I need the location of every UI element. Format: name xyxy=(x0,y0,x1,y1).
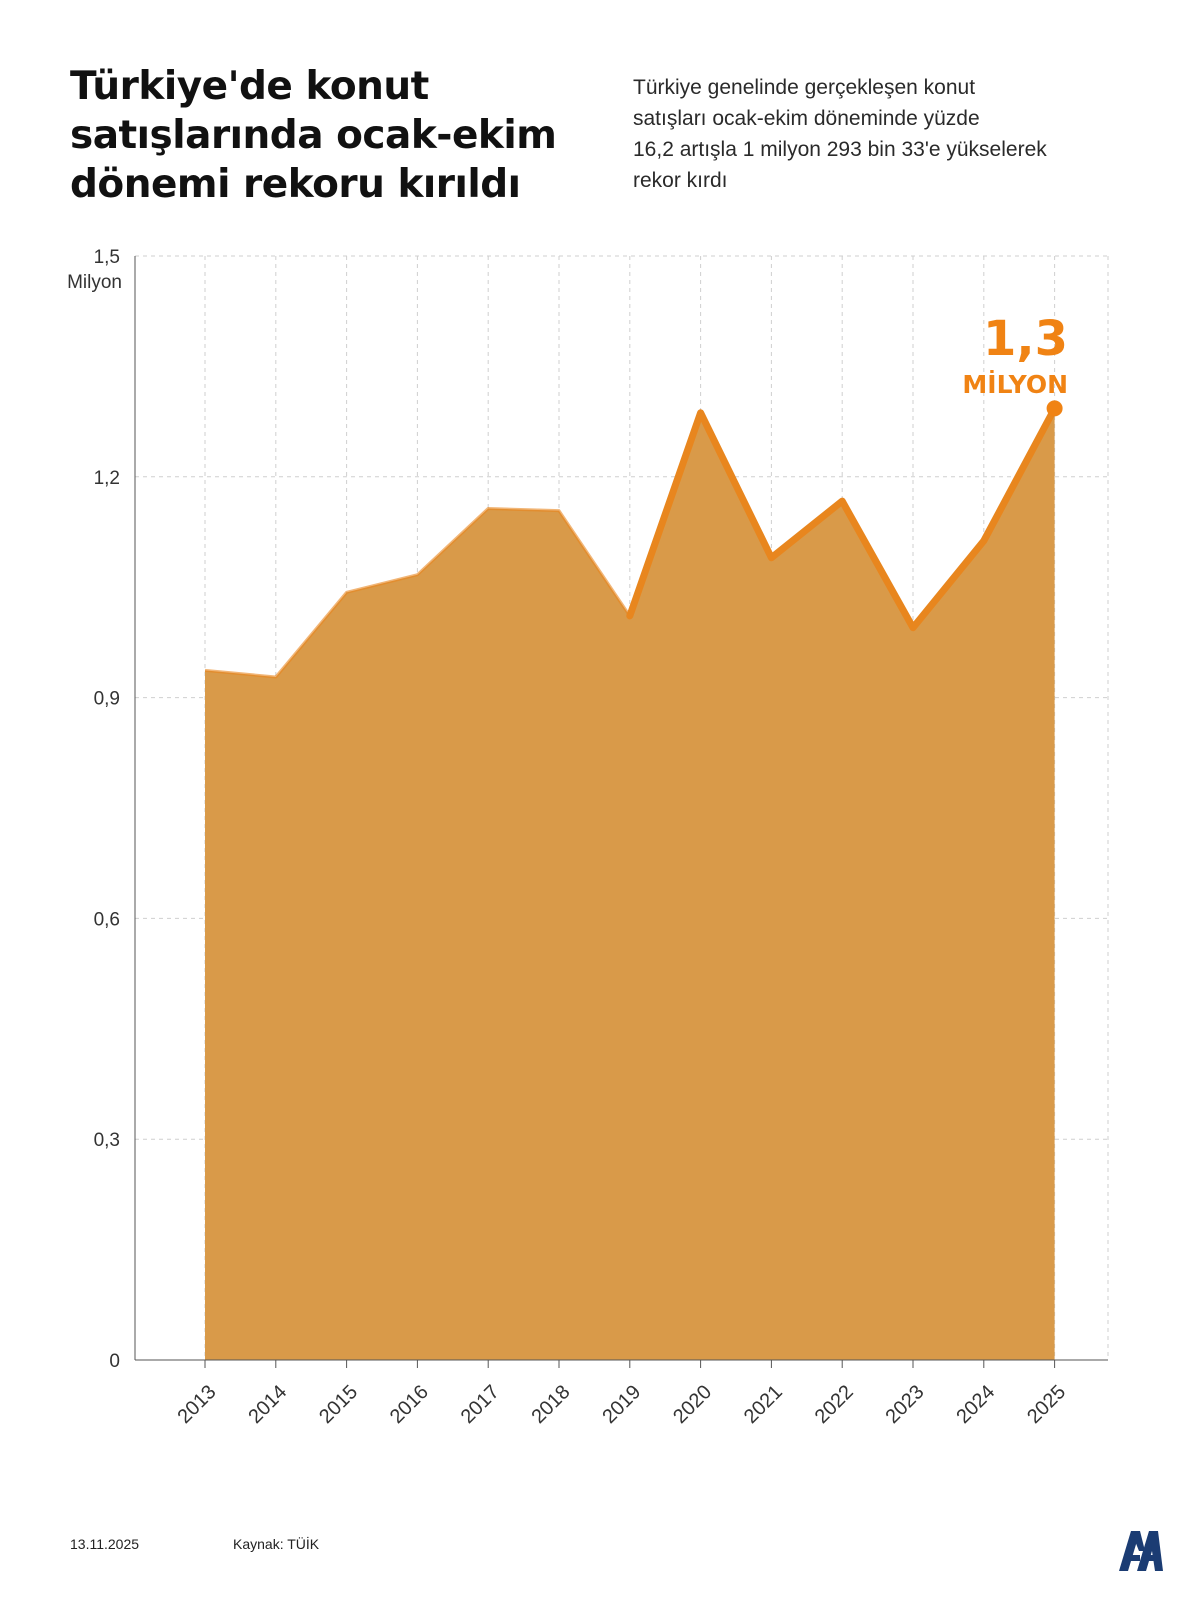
x-tick-label: 2021 xyxy=(740,1381,787,1428)
series-line-highlight xyxy=(626,404,1059,632)
x-tick-label: 2013 xyxy=(174,1381,221,1428)
x-tick-label: 2016 xyxy=(386,1381,433,1428)
subtitle-line: Türkiye genelinde gerçekleşen konut xyxy=(633,76,976,99)
y-tick-label: 1,5 xyxy=(94,247,120,268)
y-tick-label: 0,3 xyxy=(94,1130,120,1151)
title-line: dönemi rekoru kırıldı xyxy=(70,162,521,207)
callout-unit: MİLYON xyxy=(962,369,1068,399)
x-tick-label: 2018 xyxy=(528,1381,575,1428)
x-tick-label: 2025 xyxy=(1023,1381,1070,1428)
y-tick-label: 0 xyxy=(109,1351,120,1372)
y-unit-label: Milyon xyxy=(67,272,122,293)
chart-subtitle: Türkiye genelinde gerçekleşen konut satı… xyxy=(633,72,1153,196)
area-fill xyxy=(205,408,1055,1360)
subtitle-line: rekor kırdı xyxy=(633,169,728,192)
x-tick-label: 2023 xyxy=(882,1381,929,1428)
x-tick-label: 2020 xyxy=(669,1381,716,1428)
y-tick-label: 1,2 xyxy=(94,468,120,489)
chart-title: Türkiye'de konut satışlarında ocak-ekim … xyxy=(70,62,590,209)
y-tick-label: 0,9 xyxy=(94,689,120,710)
callout-value: 1,3 xyxy=(983,311,1068,367)
title-line: Türkiye'de konut xyxy=(70,64,429,109)
y-tick-label: 0,6 xyxy=(94,909,120,930)
area-chart: 0 0,3 0,6 0,9 1,2 1,5 Milyon 2013 2014 2015 2016 20… xyxy=(67,247,1109,1428)
footer-date: 13.11.2025 xyxy=(70,1536,140,1552)
x-tick-label: 2019 xyxy=(598,1381,645,1428)
footer-source: Kaynak: TÜİK xyxy=(233,1536,320,1552)
x-tick-label: 2015 xyxy=(315,1381,362,1428)
aa-logo-icon xyxy=(1119,1531,1163,1571)
subtitle-line: satışları ocak-ekim döneminde yüzde xyxy=(633,107,980,130)
x-tick-label: 2014 xyxy=(244,1381,291,1428)
x-tick-label: 2022 xyxy=(811,1381,858,1428)
data-point-highlight xyxy=(1046,400,1063,417)
title-line: satışlarında ocak-ekim xyxy=(70,113,557,158)
x-tick-label: 2017 xyxy=(457,1381,504,1428)
x-tick-label: 2024 xyxy=(952,1381,999,1428)
subtitle-line: 16,2 artışla 1 milyon 293 bin 33'e yükse… xyxy=(633,138,1047,161)
